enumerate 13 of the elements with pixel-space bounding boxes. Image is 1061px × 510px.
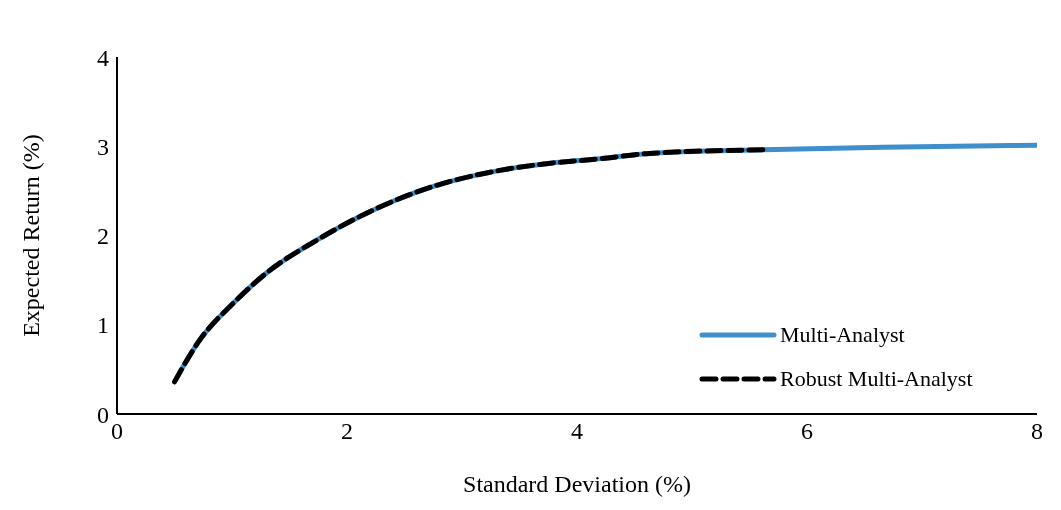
x-tick-label: 8 — [1031, 418, 1043, 445]
y-tick-label: 4 — [97, 44, 109, 71]
y-axis-title: Expected Return (%) — [17, 134, 44, 337]
y-tick-label: 3 — [97, 133, 109, 160]
legend-label: Multi-Analyst — [780, 322, 905, 348]
legend-label: Robust Multi-Analyst — [780, 366, 973, 392]
y-tick-label: 1 — [97, 312, 109, 339]
y-tick-label: 0 — [97, 401, 109, 428]
y-tick-label: 2 — [97, 223, 109, 250]
x-tick-label: 2 — [341, 418, 353, 445]
x-axis-title: Standard Deviation (%) — [463, 471, 691, 497]
x-tick-label: 6 — [801, 418, 813, 445]
x-tick-label: 4 — [571, 418, 583, 445]
